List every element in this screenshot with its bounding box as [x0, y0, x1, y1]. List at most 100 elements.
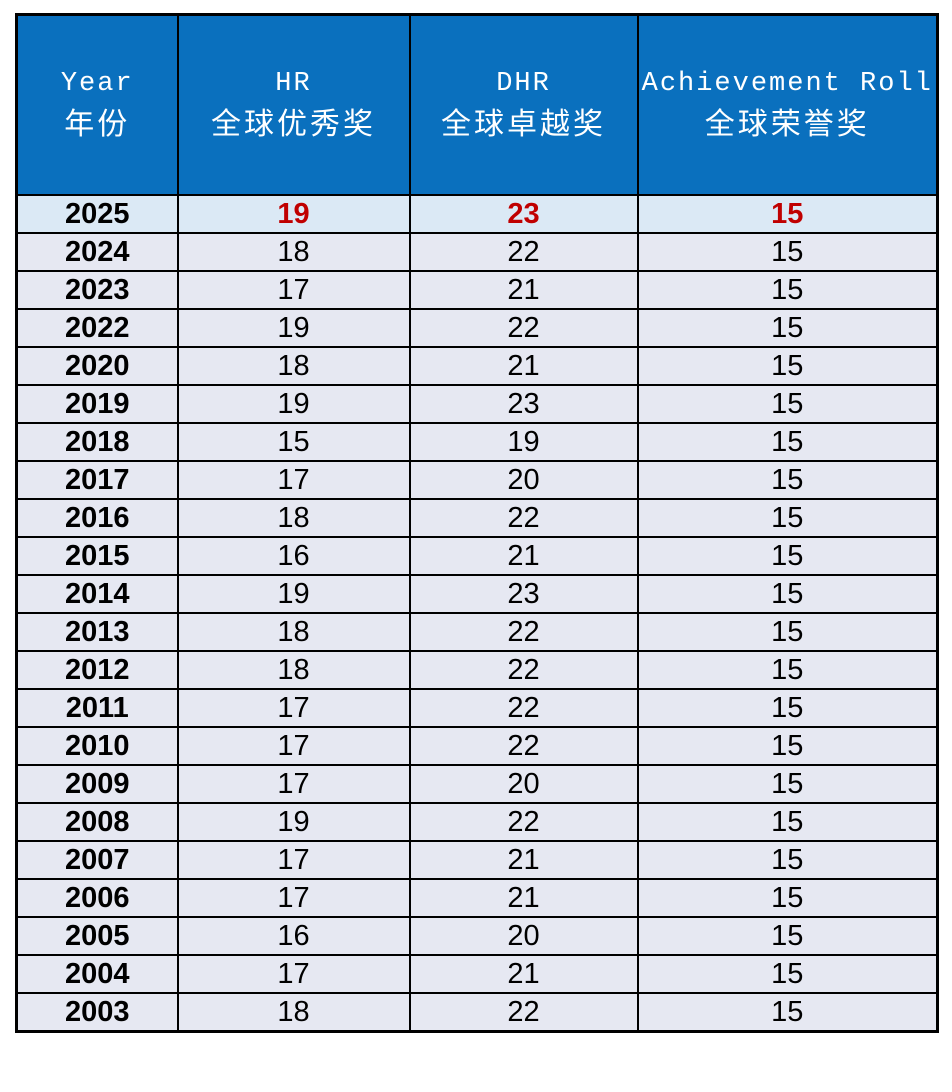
header-year-en: Year	[60, 69, 134, 99]
table-row: 2005 16 20 15	[15, 916, 939, 956]
value-cell: 15	[636, 308, 939, 348]
value-cell: 22	[408, 726, 639, 766]
value-cell: 22	[408, 688, 639, 728]
year-cell: 2014	[15, 574, 179, 614]
value-cell: 15	[636, 232, 939, 272]
header-hr-zh: 全球优秀奖	[211, 108, 376, 141]
header-roll-en: Achievement Roll	[641, 69, 933, 99]
value-cell: 17	[176, 840, 411, 880]
table-row: 2025 19 23 15	[15, 194, 939, 234]
year-cell: 2005	[15, 916, 179, 956]
table-row: 2014 19 23 15	[15, 574, 939, 614]
table-body: 2025 19 23 15 2024 18 22 15 2023 17 21 15 2022 19 22 15…	[15, 194, 939, 1033]
year-cell: 2009	[15, 764, 179, 804]
value-cell: 22	[408, 650, 639, 690]
year-cell: 2022	[15, 308, 179, 348]
value-cell: 19	[176, 802, 411, 842]
value-cell: 22	[408, 992, 639, 1033]
year-cell: 2017	[15, 460, 179, 500]
awards-table: Year 年份 HR 全球优秀奖 DHR 全球卓越奖 Achievement R…	[15, 13, 939, 1033]
table-row: 2019 19 23 15	[15, 384, 939, 424]
value-cell: 19	[408, 422, 639, 462]
table-row: 2024 18 22 15	[15, 232, 939, 272]
header-year-zh: 年份	[64, 108, 131, 141]
year-cell: 2024	[15, 232, 179, 272]
value-cell: 15	[636, 536, 939, 576]
table-row: 2003 18 22 15	[15, 992, 939, 1033]
header-cell-achievement-roll: Achievement Roll 全球荣誉奖	[636, 13, 939, 196]
table-row: 2017 17 20 15	[15, 460, 939, 500]
value-cell: 18	[176, 650, 411, 690]
value-cell: 18	[176, 612, 411, 652]
year-cell: 2016	[15, 498, 179, 538]
value-cell: 20	[408, 764, 639, 804]
year-cell: 2011	[15, 688, 179, 728]
value-cell: 22	[408, 612, 639, 652]
value-cell: 22	[408, 232, 639, 272]
value-cell: 23	[408, 384, 639, 424]
year-cell: 2019	[15, 384, 179, 424]
year-cell: 2008	[15, 802, 179, 842]
table-row: 2012 18 22 15	[15, 650, 939, 690]
value-cell: 15	[636, 612, 939, 652]
value-cell: 17	[176, 270, 411, 310]
value-cell: 17	[176, 726, 411, 766]
table-row: 2013 18 22 15	[15, 612, 939, 652]
value-cell: 15	[636, 954, 939, 994]
value-cell: 21	[408, 536, 639, 576]
value-cell: 21	[408, 878, 639, 918]
year-cell: 2015	[15, 536, 179, 576]
value-cell: 21	[408, 346, 639, 386]
value-cell: 20	[408, 460, 639, 500]
value-cell: 15	[636, 498, 939, 538]
table-row: 2006 17 21 15	[15, 878, 939, 918]
value-cell: 22	[408, 308, 639, 348]
value-cell: 16	[176, 536, 411, 576]
value-cell: 22	[408, 802, 639, 842]
value-cell: 15	[636, 346, 939, 386]
value-cell: 17	[176, 460, 411, 500]
header-hr-en: HR	[275, 69, 312, 99]
value-cell: 18	[176, 346, 411, 386]
value-cell: 19	[176, 384, 411, 424]
table-row: 2015 16 21 15	[15, 536, 939, 576]
year-cell: 2007	[15, 840, 179, 880]
table-row: 2023 17 21 15	[15, 270, 939, 310]
value-cell: 21	[408, 954, 639, 994]
value-cell: 15	[636, 802, 939, 842]
header-row: Year 年份 HR 全球优秀奖 DHR 全球卓越奖 Achievement R…	[15, 13, 939, 196]
header-cell-hr: HR 全球优秀奖	[176, 13, 411, 196]
value-cell: 17	[176, 878, 411, 918]
table-row: 2008 19 22 15	[15, 802, 939, 842]
value-cell: 17	[176, 764, 411, 804]
value-cell: 15	[636, 726, 939, 766]
value-cell: 15	[636, 916, 939, 956]
value-cell: 15	[636, 270, 939, 310]
value-cell: 15	[636, 764, 939, 804]
value-cell: 15	[636, 194, 939, 234]
table-row: 2004 17 21 15	[15, 954, 939, 994]
value-cell: 21	[408, 840, 639, 880]
value-cell: 15	[636, 992, 939, 1033]
header-cell-year: Year 年份	[15, 13, 179, 196]
value-cell: 19	[176, 574, 411, 614]
table-row: 2022 19 22 15	[15, 308, 939, 348]
table-row: 2016 18 22 15	[15, 498, 939, 538]
year-cell: 2025	[15, 194, 179, 234]
table-row: 2011 17 22 15	[15, 688, 939, 728]
value-cell: 15	[636, 688, 939, 728]
value-cell: 15	[176, 422, 411, 462]
year-cell: 2023	[15, 270, 179, 310]
header-cell-dhr: DHR 全球卓越奖	[408, 13, 639, 196]
year-cell: 2010	[15, 726, 179, 766]
value-cell: 15	[636, 460, 939, 500]
year-cell: 2018	[15, 422, 179, 462]
value-cell: 23	[408, 194, 639, 234]
year-cell: 2003	[15, 992, 179, 1033]
header-dhr-en: DHR	[496, 69, 551, 99]
value-cell: 15	[636, 422, 939, 462]
value-cell: 15	[636, 574, 939, 614]
value-cell: 18	[176, 232, 411, 272]
value-cell: 19	[176, 308, 411, 348]
table-row: 2010 17 22 15	[15, 726, 939, 766]
